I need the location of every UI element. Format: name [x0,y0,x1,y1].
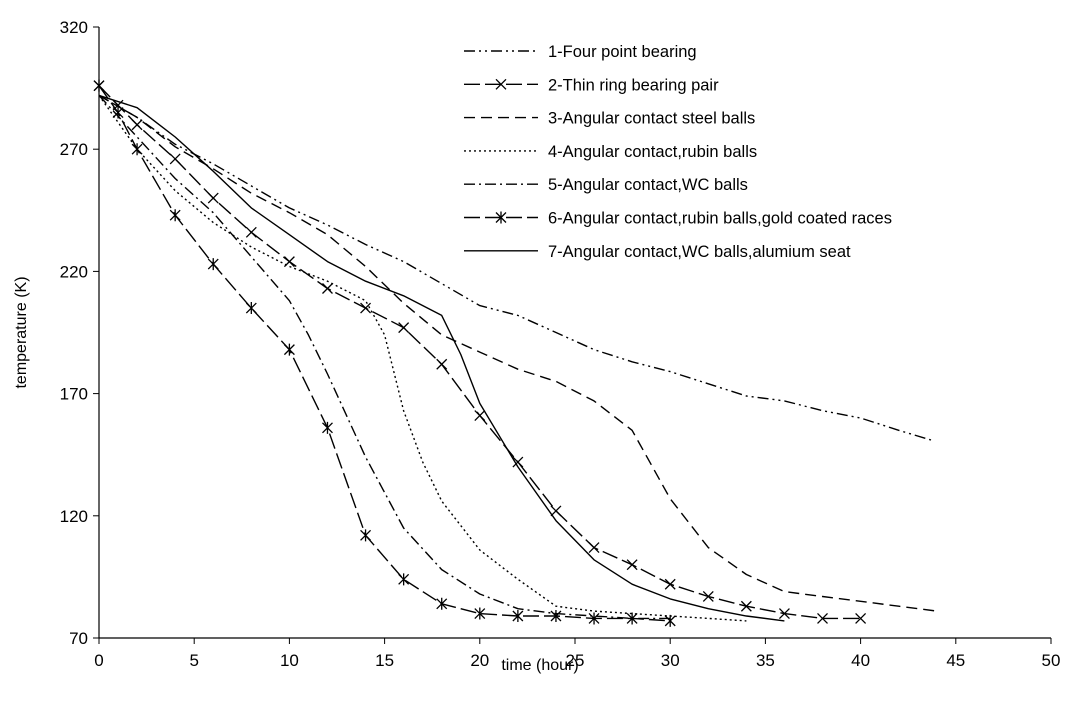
x-axis-title: time (hour) [501,657,578,674]
series-2-marker [855,612,867,624]
series-2-marker [436,358,448,370]
series-2-marker [131,119,143,131]
series-2-marker [778,608,790,620]
series-6-marker [512,610,524,623]
series-6-marker [588,612,600,625]
legend-label-6: 6-Angular contact,rubin balls,gold coate… [548,210,892,228]
series-2-marker [283,256,295,268]
y-tick-label: 320 [60,18,88,37]
series-6-marker [626,612,638,625]
series-2-marker [550,505,562,517]
x-tick-label: 50 [1042,651,1061,670]
legend-label-3: 3-Angular contact steel balls [548,110,755,128]
legend: 1-Four point bearing 2-Thin ring bearing … [464,43,892,261]
y-tick-label: 270 [60,140,88,159]
series-2-marker [512,456,524,468]
series-line-1 [98,94,932,441]
y-axis-title: temperature (K) [13,276,30,388]
series-2-marker [702,590,714,602]
legend-marker-6 [495,211,507,224]
series-6-marker [398,573,410,586]
series-2-marker [626,559,638,571]
series-2-marker [169,153,181,165]
x-tick-label: 15 [375,651,394,670]
series-2-marker [817,612,828,624]
series-2-marker [474,410,486,422]
series-2-marker [398,322,410,334]
x-tick-label: 40 [851,651,870,670]
series-6-marker [207,258,219,271]
series-2-marker [588,542,600,554]
x-tick-label: 5 [189,651,198,670]
series-2-marker [207,192,219,204]
legend-label-7: 7-Angular contact,WC balls,alumium seat [548,243,851,261]
series-6-marker [664,614,676,627]
y-tick-label: 70 [69,629,88,648]
series-6-marker [322,421,333,434]
x-tick-label: 10 [280,651,299,670]
series-line-6 [98,85,671,622]
legend-label-2: 2-Thin ring bearing pair [548,76,719,94]
series-line-4 [98,94,747,622]
series-line-5 [98,94,671,620]
x-tick-label: 35 [756,651,775,670]
legend-marker-2 [495,78,507,90]
series-6-marker [245,302,257,315]
legend-label-1: 1-Four point bearing [548,43,697,61]
y-tick-label: 170 [60,385,88,404]
series-6-marker [131,143,143,156]
series-line-3 [98,94,937,612]
series-markers [93,79,867,627]
series-6-marker [169,209,181,222]
legend-label-4: 4-Angular contact,rubin balls [548,143,757,161]
series-2-marker [664,578,676,590]
series-2-marker [245,226,257,238]
series-2-marker [740,600,752,612]
x-tick-label: 0 [94,651,103,670]
y-tick-label: 220 [60,262,88,281]
series-2-marker [322,283,333,294]
y-tick-label: 120 [60,507,88,526]
series-6-marker [283,343,295,356]
x-tick-label: 25 [566,651,585,670]
series-6-marker [360,529,372,542]
series-lines [98,85,937,622]
x-tick-label: 20 [470,651,489,670]
series-line-2 [98,85,861,620]
axes [93,26,1052,644]
series-6-marker [550,610,562,623]
series-line-7 [98,94,785,622]
x-tick-label: 30 [661,651,680,670]
tick-labels: 0 5 10 15 20 25 30 35 40 45 50 70 120 170 220 270 320 [60,18,1061,670]
series-6-marker [436,597,448,610]
series-2-marker [360,302,372,314]
x-tick-label: 45 [946,651,965,670]
series-6-marker [474,607,486,620]
series-6-marker [112,106,124,119]
legend-label-5: 5-Angular contact,WC balls [548,176,748,194]
